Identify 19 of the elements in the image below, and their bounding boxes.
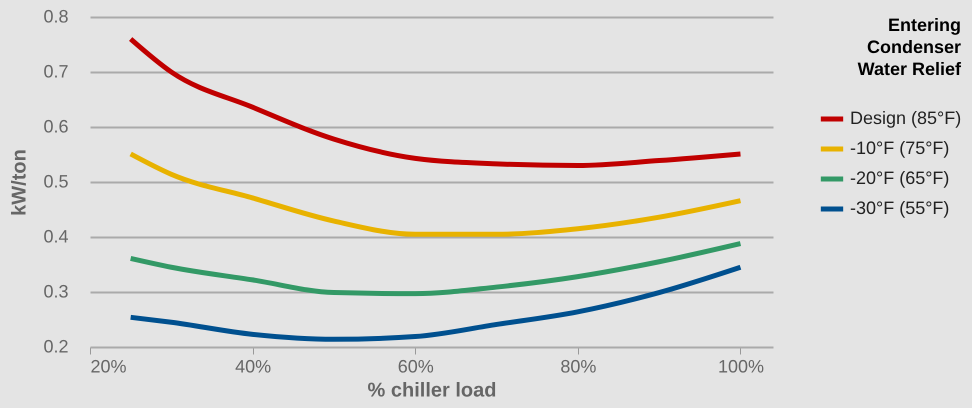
y-tick-label: 0.8 (43, 6, 68, 26)
y-tick-label: 0.3 (43, 282, 68, 302)
x-tick-label: 20% (90, 356, 127, 376)
y-tick-label: 0.6 (43, 116, 68, 136)
y-tick-label: 0.5 (43, 172, 68, 192)
y-axis-title: kW/ton (8, 149, 30, 216)
y-tick-label: 0.2 (43, 336, 68, 356)
x-tick-label: 100% (718, 356, 764, 376)
y-tick-label: 0.4 (43, 226, 68, 246)
x-tick-label: 40% (235, 356, 272, 376)
legend-label: -20°F (65°F) (850, 168, 950, 188)
x-tick-label: 80% (560, 356, 596, 376)
legend-title: Entering Condenser Water Relief (858, 15, 962, 79)
x-tick-label: 60% (398, 356, 434, 376)
legend-label: -10°F (75°F) (850, 138, 950, 158)
legend-label: Design (85°F) (850, 108, 962, 128)
y-tick-label: 0.7 (43, 62, 68, 82)
x-axis-title: % chiller load (368, 380, 496, 402)
legend-label: -30°F (55°F) (850, 198, 950, 218)
